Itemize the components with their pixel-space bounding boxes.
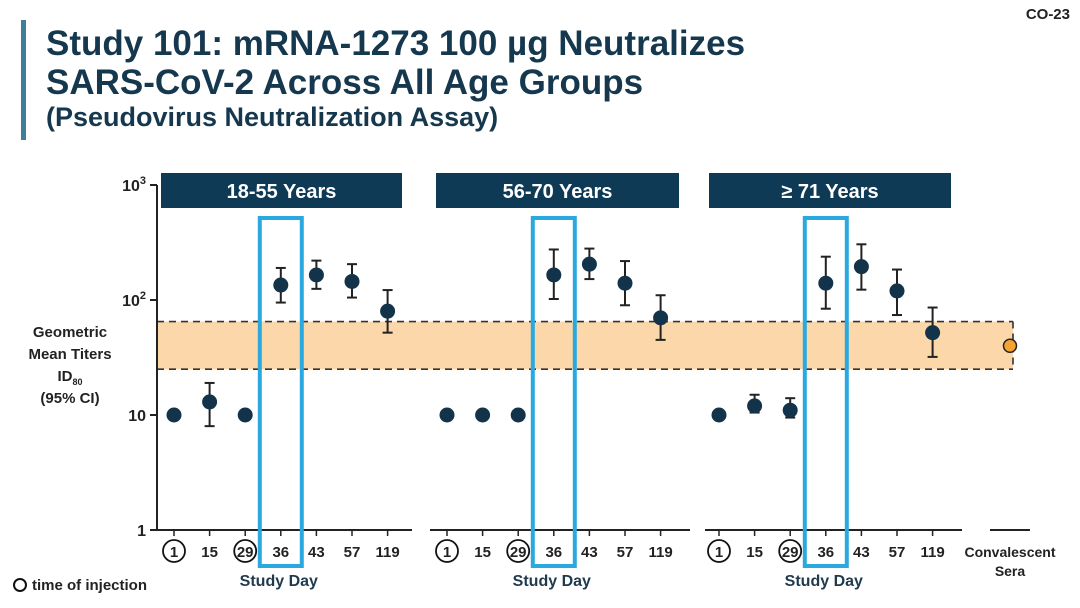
injection-circle xyxy=(162,539,186,563)
x-axis-label: Study Day xyxy=(785,573,863,590)
x-tick-label: 43 xyxy=(308,544,325,561)
data-point xyxy=(782,402,798,418)
data-point xyxy=(925,325,941,341)
data-point xyxy=(818,275,834,291)
x-tick-label: 1 xyxy=(715,544,723,561)
injection-legend-icon xyxy=(13,578,27,592)
x-tick-label: 43 xyxy=(581,544,598,561)
data-point xyxy=(344,273,360,289)
x-tick-label: 36 xyxy=(817,544,834,561)
x-tick-label: 29 xyxy=(782,544,799,561)
injection-circle xyxy=(707,539,731,563)
x-tick-label: 119 xyxy=(920,544,944,561)
data-point xyxy=(581,256,597,272)
title-line-1: Study 101: mRNA-1273 100 µg Neutralizes xyxy=(46,24,746,63)
data-point xyxy=(747,398,763,414)
x-tick-label: 119 xyxy=(648,544,672,561)
injection-legend-label: time of injection xyxy=(32,577,147,594)
data-point xyxy=(653,310,669,326)
day-36-highlight-box xyxy=(530,216,577,568)
day-36-highlight-box xyxy=(257,216,304,568)
convalescent-label-line: Convalescent xyxy=(964,544,1055,560)
convalescent-label-line: Sera xyxy=(995,563,1026,579)
x-tick-label: 29 xyxy=(510,544,527,561)
y-axis-label-line: Mean Titers xyxy=(28,346,111,363)
x-tick-label: 15 xyxy=(474,544,491,561)
data-point xyxy=(273,277,289,293)
x-tick-label: 1 xyxy=(170,544,178,561)
slide-number: CO-23 xyxy=(1025,6,1070,23)
data-point xyxy=(166,407,182,423)
injection-circle xyxy=(506,539,531,563)
data-point xyxy=(475,407,491,423)
panel-header-label: ≥ 71 Years xyxy=(781,181,878,203)
y-axis-label-line: (95% CI) xyxy=(40,390,99,407)
data-point xyxy=(380,303,396,319)
x-tick-label: 29 xyxy=(237,544,254,561)
x-tick-label: 57 xyxy=(617,544,634,561)
data-point xyxy=(439,407,455,423)
x-tick-label: 15 xyxy=(746,544,763,561)
injection-circle xyxy=(233,539,258,563)
data-point xyxy=(711,407,727,423)
data-point xyxy=(510,407,526,423)
x-tick-label: 119 xyxy=(375,544,399,561)
title-line-2: SARS-CoV-2 Across All Age Groups xyxy=(46,63,644,102)
y-tick-label: 1 xyxy=(137,523,146,540)
x-tick-label: 36 xyxy=(272,544,289,561)
data-point xyxy=(237,407,253,423)
y-tick-label: 10 xyxy=(128,408,146,425)
x-tick-label: 57 xyxy=(344,544,361,561)
y-axis-label-line: ID80 xyxy=(57,368,82,387)
slide-subtitle: (Pseudovirus Neutralization Assay) xyxy=(46,102,499,132)
x-tick-label: 43 xyxy=(853,544,870,561)
slide-title: Study 101: mRNA-1273 100 µg Neutralizes … xyxy=(46,24,745,102)
convalescent-range-band xyxy=(157,321,1013,370)
panel-header-bar xyxy=(161,173,402,208)
title-accent-bar xyxy=(21,20,26,140)
injection-circle xyxy=(778,539,803,563)
x-tick-label: 36 xyxy=(545,544,562,561)
x-tick-label: 15 xyxy=(201,544,218,561)
data-point xyxy=(308,267,324,283)
data-point xyxy=(617,275,633,291)
data-point xyxy=(546,267,562,283)
day-36-highlight-box xyxy=(802,216,849,568)
x-tick-label: 1 xyxy=(443,544,451,561)
data-point xyxy=(853,259,869,275)
y-tick-label: 102 xyxy=(122,290,146,310)
injection-circle xyxy=(435,539,459,563)
data-point xyxy=(202,394,218,410)
x-axis-label: Study Day xyxy=(240,573,318,590)
data-point xyxy=(889,283,905,299)
y-axis-label-line: Geometric xyxy=(33,324,107,341)
convalescent-point xyxy=(1002,338,1018,354)
panel-header-label: 18-55 Years xyxy=(227,181,337,203)
y-tick-label: 103 xyxy=(122,175,146,195)
panel-header-bar xyxy=(436,173,679,208)
x-tick-label: 57 xyxy=(889,544,906,561)
panel-header-bar xyxy=(709,173,951,208)
panel-header-label: 56-70 Years xyxy=(503,181,613,203)
x-axis-label: Study Day xyxy=(513,573,591,590)
